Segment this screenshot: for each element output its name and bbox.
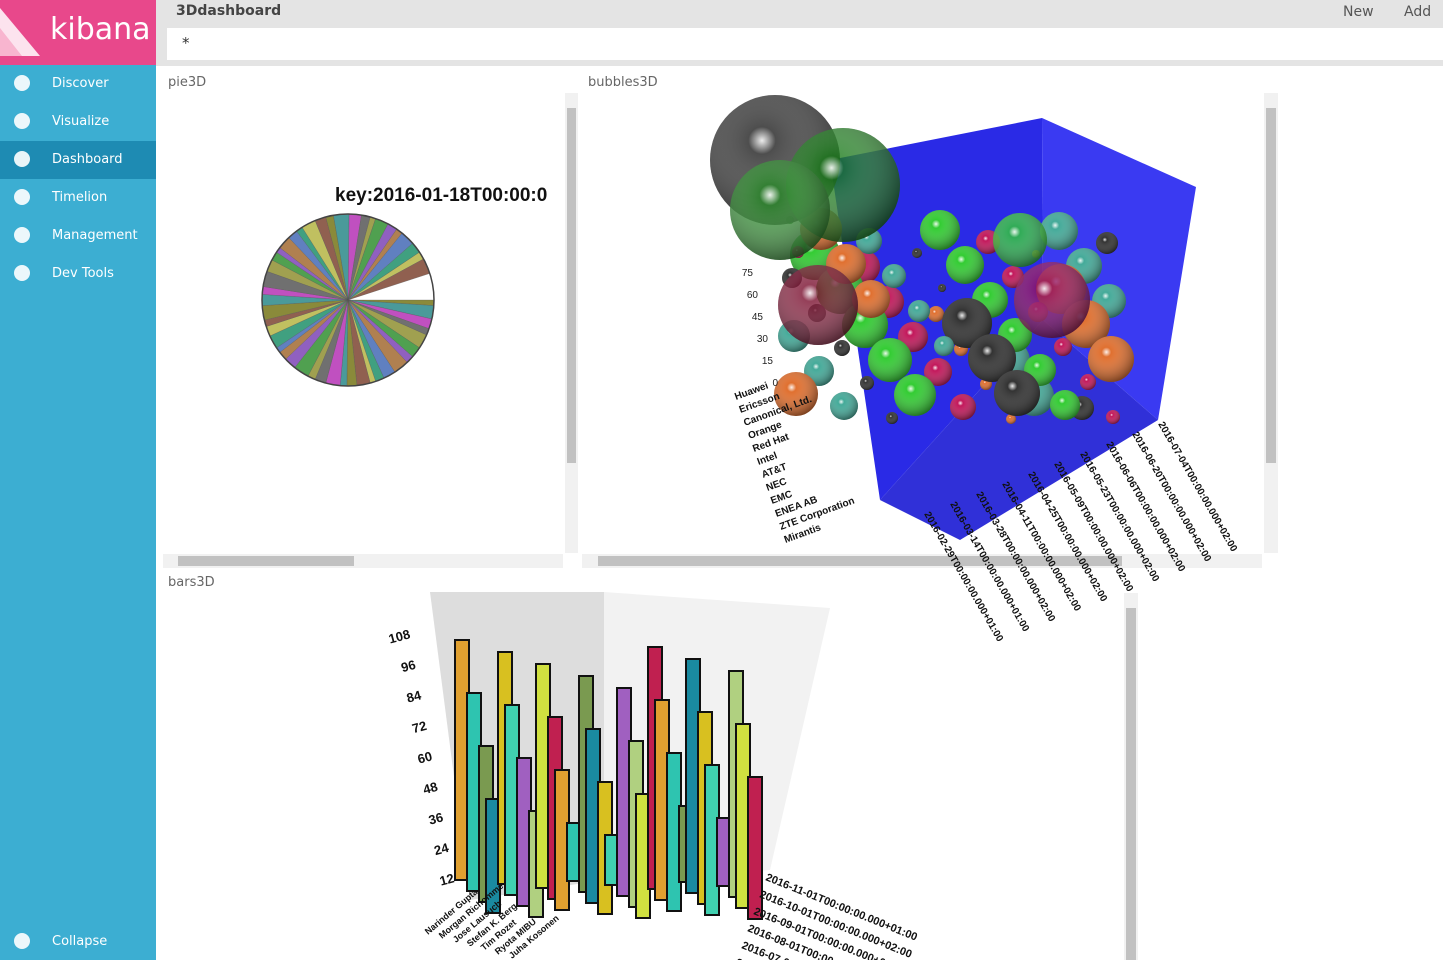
collapse-label: Collapse bbox=[52, 934, 108, 949]
dashboard-title: 3Ddashboard bbox=[176, 3, 282, 19]
bubble-shade bbox=[934, 336, 954, 356]
bubble-shade bbox=[1080, 374, 1096, 390]
query-text: * bbox=[182, 34, 190, 52]
y-tick-label: 96 bbox=[399, 657, 417, 675]
bubble-shade bbox=[950, 394, 976, 420]
nav-label: Dashboard bbox=[52, 152, 123, 167]
bubble-shade bbox=[730, 160, 830, 260]
nav-icon bbox=[14, 113, 30, 129]
nav-icon bbox=[14, 75, 30, 91]
y-tick-label: 48 bbox=[421, 779, 439, 797]
y-tick-label: 0 bbox=[772, 378, 778, 389]
nav-item[interactable]: Management bbox=[0, 217, 156, 255]
bubble-shade bbox=[912, 248, 922, 258]
bubble-shade bbox=[908, 300, 930, 322]
nav-icon bbox=[14, 189, 30, 205]
nav-item[interactable]: Discover bbox=[0, 65, 156, 103]
bubble-shade bbox=[778, 265, 858, 345]
nav-item[interactable]: Dev Tools bbox=[0, 255, 156, 293]
query-input[interactable]: * bbox=[167, 28, 1443, 60]
scrollbar[interactable] bbox=[1264, 93, 1278, 553]
y-tick-label: 30 bbox=[757, 334, 769, 345]
add-button[interactable]: Add bbox=[1404, 4, 1432, 20]
panel-title: bars3D bbox=[168, 575, 215, 590]
y-tick-label: 108 bbox=[387, 626, 412, 646]
collapse[interactable]: Collapse bbox=[0, 923, 156, 961]
logo[interactable]: kibana bbox=[0, 0, 156, 65]
bubble-shade bbox=[882, 264, 906, 288]
nav-label: Discover bbox=[52, 76, 109, 91]
nav-icon bbox=[14, 227, 30, 243]
y-tick-label: 12 bbox=[438, 870, 456, 888]
nav-item[interactable]: Dashboard bbox=[0, 141, 156, 179]
bar bbox=[747, 776, 763, 920]
sidebar: kibana Discover Visualize Dashboard Timelio… bbox=[0, 0, 156, 960]
bubble-shade bbox=[924, 358, 952, 386]
nav-icon bbox=[14, 151, 30, 167]
bubble-shade bbox=[942, 298, 992, 348]
nav-label: Management bbox=[52, 228, 138, 243]
y-tick-label: 15 bbox=[762, 356, 774, 367]
bubble-shade bbox=[1040, 212, 1078, 250]
bubble-shade bbox=[1014, 262, 1090, 338]
bubble-shade bbox=[1006, 414, 1016, 424]
new-button[interactable]: New bbox=[1343, 4, 1374, 20]
bubble-shade bbox=[886, 412, 898, 424]
bubble-shade bbox=[868, 338, 912, 382]
bubble-shade bbox=[1088, 336, 1134, 382]
bubble-shade bbox=[1106, 410, 1120, 424]
nav-item[interactable]: Timelion bbox=[0, 179, 156, 217]
bubble-shade bbox=[993, 213, 1047, 267]
y-tick-label: 60 bbox=[747, 290, 759, 301]
scrollbar[interactable] bbox=[163, 554, 563, 568]
panel-title: pie3D bbox=[168, 75, 207, 90]
nav-icon bbox=[14, 265, 30, 281]
bubble-shade bbox=[1050, 390, 1080, 420]
bubble-shade bbox=[920, 210, 960, 250]
bubble-shade bbox=[860, 376, 874, 390]
logo-text: kibana bbox=[50, 12, 151, 47]
y-tick-label: 72 bbox=[410, 718, 428, 736]
pie-rim bbox=[261, 213, 435, 387]
bubble-shade bbox=[928, 306, 944, 322]
scrollbar[interactable] bbox=[1124, 593, 1138, 960]
y-tick-label: 60 bbox=[416, 748, 434, 766]
nav-item[interactable]: Visualize bbox=[0, 103, 156, 141]
bubble-shade bbox=[852, 280, 890, 318]
bubble-shade bbox=[774, 372, 818, 416]
y-tick-label: 36 bbox=[427, 809, 445, 827]
bubble-shade bbox=[894, 374, 936, 416]
y-tick-label: 84 bbox=[405, 687, 424, 705]
bubble-shade bbox=[938, 284, 946, 292]
panel-title: bubbles3D bbox=[588, 75, 658, 90]
bubble-shade bbox=[946, 246, 984, 284]
bubble-shade bbox=[834, 340, 850, 356]
scrollbar[interactable] bbox=[565, 93, 578, 553]
nav-label: Visualize bbox=[52, 114, 110, 129]
bubble-shade bbox=[968, 334, 1016, 382]
nav-label: Timelion bbox=[52, 190, 108, 205]
bubble-shade bbox=[994, 370, 1040, 416]
pie-key-label: key:2016-01-18T00:00:0 bbox=[335, 185, 547, 206]
bubble-shade bbox=[1096, 232, 1118, 254]
y-tick-label: 45 bbox=[752, 312, 764, 323]
logo-mark bbox=[0, 8, 40, 56]
bubble-shade bbox=[1054, 338, 1072, 356]
bubble-shade bbox=[830, 392, 858, 420]
nav-label: Dev Tools bbox=[52, 266, 114, 281]
y-tick-label: 75 bbox=[742, 268, 754, 279]
y-tick-label: 24 bbox=[432, 840, 451, 858]
scrollbar[interactable] bbox=[582, 554, 1262, 568]
